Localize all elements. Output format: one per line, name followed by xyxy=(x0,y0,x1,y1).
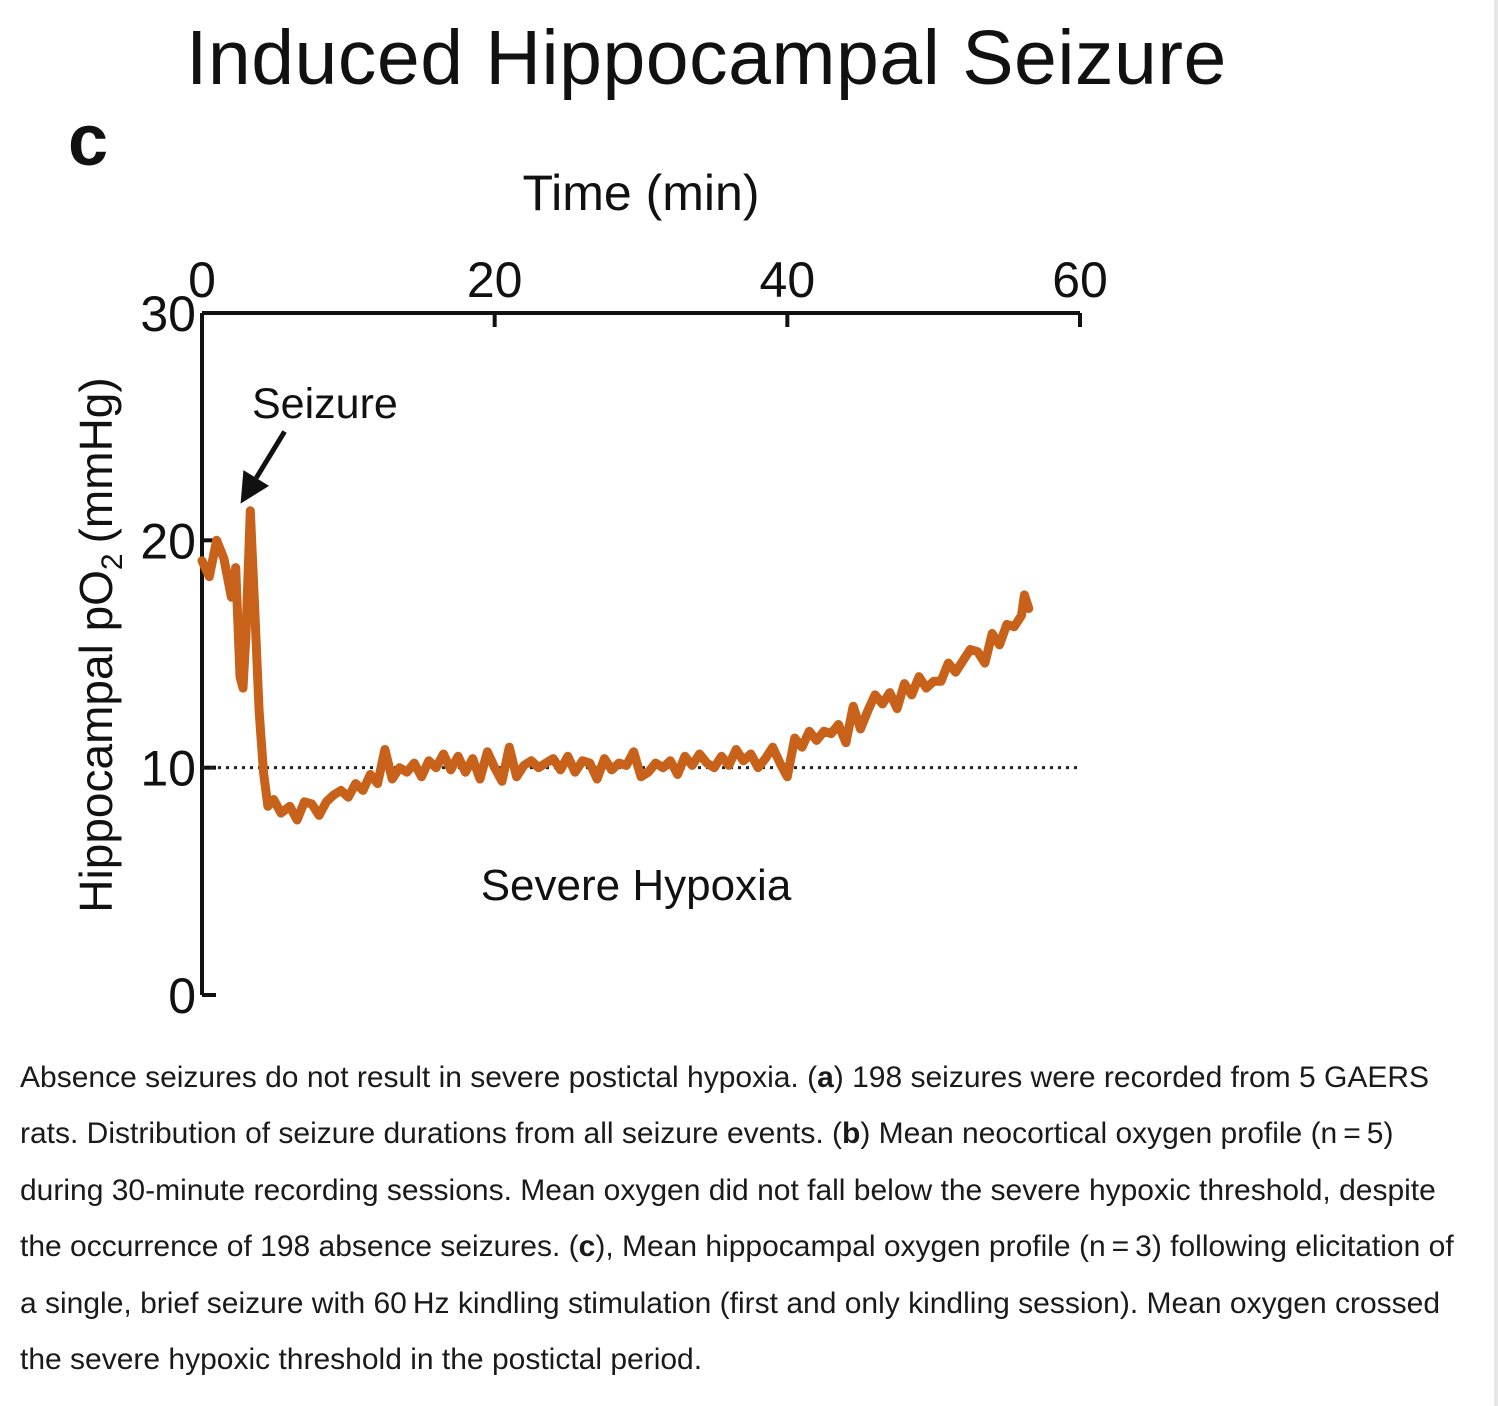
x-axis-label: Time (min) xyxy=(522,165,759,221)
seizure-arrow xyxy=(240,430,287,504)
y-axis-label: Hippocampal pO2 (mmHg) xyxy=(70,377,129,912)
caption-text-c: ), Mean hippocampal oxygen profile (n = … xyxy=(20,1230,1454,1377)
y-tick-label: 10 xyxy=(140,741,196,797)
y-tick-label: 20 xyxy=(140,513,196,569)
caption-label-b: b xyxy=(842,1117,861,1151)
series-line xyxy=(197,506,1034,825)
caption-text-a: ) 198 seizures were recorded from 5 GAER… xyxy=(20,1061,1430,1151)
x-tick-label: 20 xyxy=(467,252,523,308)
caption-label-c: c xyxy=(578,1230,596,1264)
figure-caption: Absence seizures do not result in severe… xyxy=(20,1050,1470,1388)
y-axis-label-main: Hippocampal pO xyxy=(70,570,122,913)
panel-letter: c xyxy=(68,101,109,181)
caption-intro: Absence seizures do not result in severe… xyxy=(20,1061,818,1094)
figure-title: Induced Hippocampal Seizure xyxy=(186,15,1227,101)
y-axis-label-unit: (mmHg) xyxy=(70,377,122,543)
caption-text-b: ) Mean neocortical oxygen profile (n = 5… xyxy=(20,1117,1436,1264)
axes xyxy=(200,311,1080,995)
x-tick-label: 40 xyxy=(760,252,816,308)
severe-hypoxia-annotation: Severe Hypoxia xyxy=(481,861,792,910)
x-tick-label: 0 xyxy=(188,252,216,308)
scrollbar-track[interactable] xyxy=(1494,0,1498,1406)
y-tick-label: 0 xyxy=(168,968,196,1024)
y-tick-label: 30 xyxy=(140,286,196,342)
seizure-arrow-shaft xyxy=(254,430,287,480)
line-chart: 0 20 40 60 0 10 20 30 Time (min) Hippocampal pO… xyxy=(70,165,1108,1024)
x-tick-label: 60 xyxy=(1052,252,1108,308)
ticks: 0 20 40 60 0 10 20 30 xyxy=(140,252,1107,1024)
caption-label-a: a xyxy=(817,1061,834,1094)
seizure-annotation: Seizure xyxy=(252,380,398,428)
seizure-arrow-head xyxy=(240,470,270,504)
y-axis-label-subscript: 2 xyxy=(96,553,129,570)
